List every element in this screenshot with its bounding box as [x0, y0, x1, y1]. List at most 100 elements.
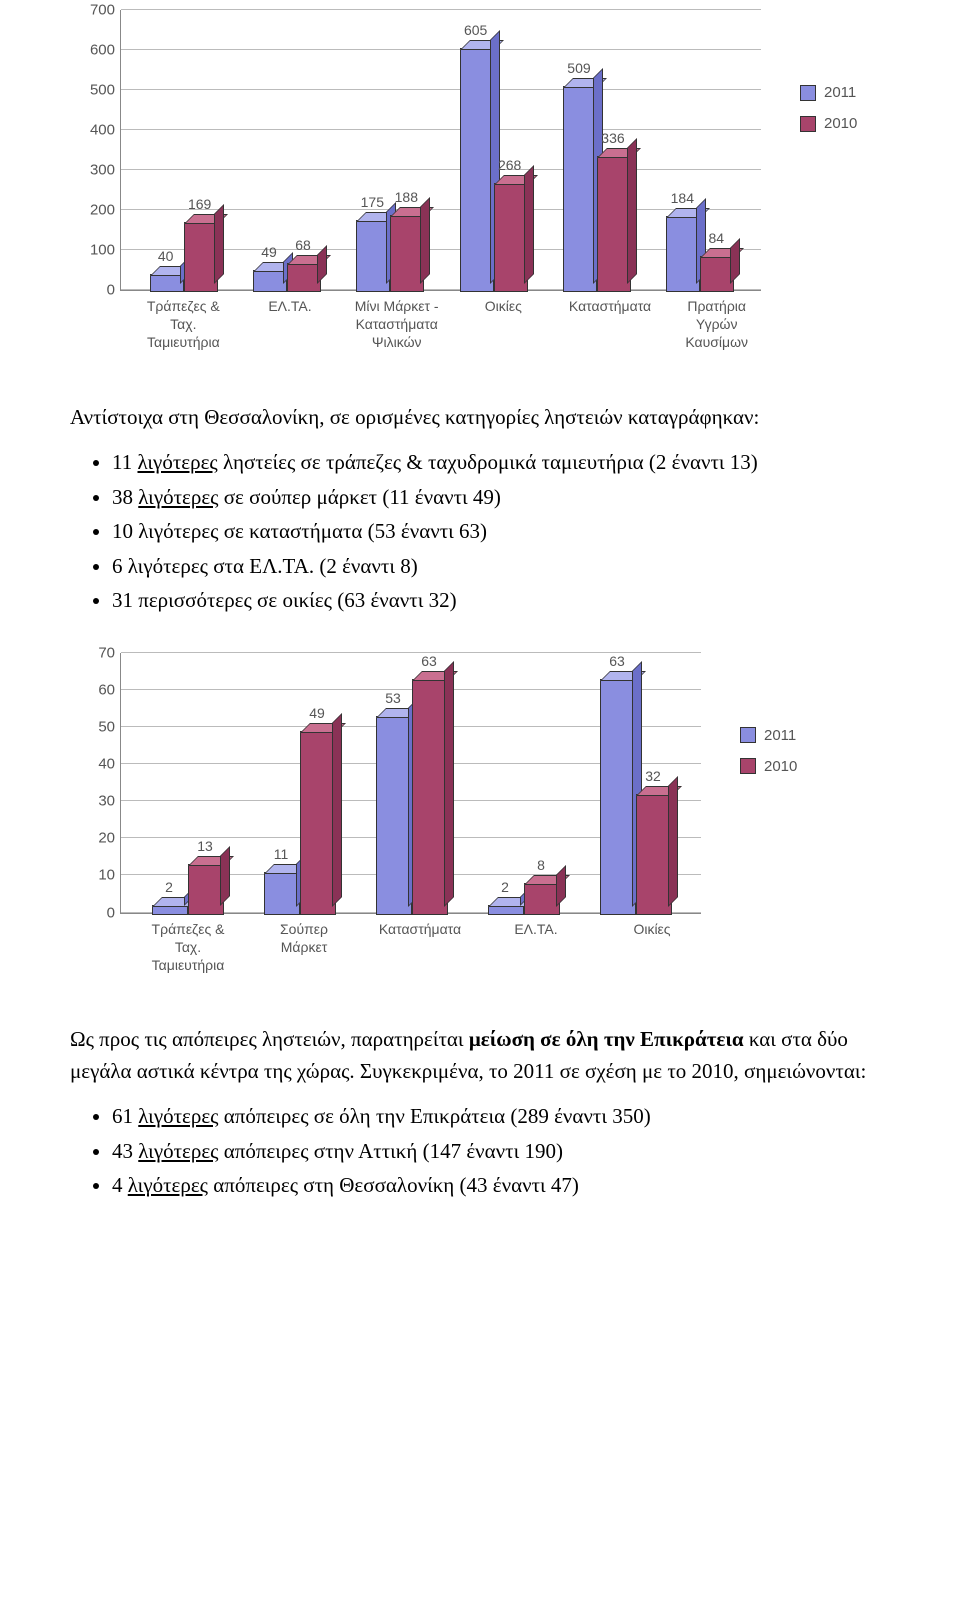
paragraph-1: Αντίστοιχα στη Θεσσαλονίκη, σε ορισμένες…	[70, 402, 890, 434]
x-tick-label: Καταστήματα	[362, 920, 478, 975]
legend-swatch	[740, 758, 756, 774]
bar-value-label: 49	[261, 244, 277, 260]
bar-value-label: 63	[609, 653, 625, 669]
y-tick-label: 40	[98, 756, 121, 773]
bar-value-label: 13	[197, 838, 213, 854]
bar-group: 18484	[648, 216, 751, 290]
list-item: 61 λιγότερες απόπειρες σε όλη την Επικρά…	[112, 1101, 890, 1133]
y-tick-label: 400	[90, 122, 121, 139]
bar: 11	[264, 872, 298, 913]
bar: 169	[184, 222, 216, 290]
bar-group: 28	[467, 883, 579, 913]
x-tick-label: Τράπεζες &Ταχ.Ταμιευτήρια	[130, 297, 237, 352]
legend-item: 2010	[740, 758, 797, 775]
text-block-1: Αντίστοιχα στη Θεσσαλονίκη, σε ορισμένες…	[0, 382, 960, 643]
chart1: 0100200300400500600700401694968175188605…	[120, 10, 960, 352]
bar-group: 175188	[338, 215, 441, 290]
legend-label: 2011	[824, 84, 856, 101]
bar-value-label: 175	[361, 194, 384, 210]
bar-value-label: 509	[567, 60, 590, 76]
bar: 13	[188, 864, 222, 912]
bar: 188	[390, 215, 422, 290]
legend-swatch	[740, 727, 756, 743]
bar-value-label: 2	[165, 879, 173, 895]
y-tick-label: 100	[90, 242, 121, 259]
list-item: 11 λιγότερες ληστείες σε τράπεζες & ταχυ…	[112, 447, 890, 479]
x-tick-label: Οικίες	[450, 297, 557, 352]
y-tick-label: 200	[90, 202, 121, 219]
bar-value-label: 49	[309, 705, 325, 721]
x-tick-label: Οικίες	[594, 920, 710, 975]
list-item: 38 λιγότερες σε σούπερ μάρκετ (11 έναντι…	[112, 482, 890, 514]
y-tick-label: 50	[98, 718, 121, 735]
bar: 49	[300, 731, 334, 913]
y-tick-label: 500	[90, 82, 121, 99]
bar: 63	[412, 679, 446, 913]
bar-value-label: 63	[421, 653, 437, 669]
bar-value-label: 8	[537, 857, 545, 873]
chart1-xlabels: Τράπεζες &Ταχ.ΤαμιευτήριαΕΛ.ΤΑ.Μίνι Μάρκ…	[120, 297, 780, 352]
bar: 268	[494, 183, 526, 290]
bar: 605	[460, 48, 492, 290]
x-tick-label: Μίνι Μάρκετ -ΚαταστήματαΨιλικών	[343, 297, 450, 352]
bar-value-label: 268	[498, 157, 521, 173]
y-tick-label: 30	[98, 793, 121, 810]
bar-value-label: 84	[709, 230, 725, 246]
y-tick-label: 600	[90, 42, 121, 59]
bar-value-label: 605	[464, 22, 487, 38]
bar: 175	[356, 220, 388, 290]
bar-group: 1149	[243, 731, 355, 913]
y-tick-label: 60	[98, 681, 121, 698]
bullet-list-1: 11 λιγότερες ληστείες σε τράπεζες & ταχυ…	[70, 447, 890, 617]
bar: 40	[150, 274, 182, 290]
chart2-plot: 01020304050607021311495363286332	[120, 653, 701, 914]
bar-group: 6332	[579, 679, 691, 913]
bar: 53	[376, 716, 410, 913]
bar: 184	[666, 216, 698, 290]
chart1-legend: 2011 2010	[800, 70, 857, 146]
bar-group: 2 13	[131, 864, 243, 912]
legend-label: 2011	[764, 727, 796, 744]
list-item: 43 λιγότερες απόπειρες στην Αττική (147 …	[112, 1136, 890, 1168]
bar: 84	[700, 256, 732, 290]
list-item: 4 λιγότερες απόπειρες στη Θεσσαλονίκη (4…	[112, 1170, 890, 1202]
bar-value-label: 188	[395, 189, 418, 205]
bullet-list-2: 61 λιγότερες απόπειρες σε όλη την Επικρά…	[70, 1101, 890, 1202]
y-tick-label: 300	[90, 162, 121, 179]
y-tick-label: 70	[98, 644, 121, 661]
paragraph-2: Ως προς τις απόπειρες ληστειών, παρατηρε…	[70, 1024, 890, 1087]
x-tick-label: Καταστήματα	[557, 297, 664, 352]
legend-swatch	[800, 116, 816, 132]
bar-group: 509336	[544, 86, 647, 290]
chart2-xlabels: Τράπεζες &Ταχ.ΤαμιευτήριαΣούπερΜάρκετΚατ…	[120, 920, 720, 975]
legend-item: 2011	[800, 84, 857, 101]
y-tick-label: 10	[98, 867, 121, 884]
legend-item: 2010	[800, 115, 857, 132]
legend-item: 2011	[740, 727, 797, 744]
bar-group: 605268	[441, 48, 544, 290]
bar: 509	[563, 86, 595, 290]
y-tick-label: 0	[107, 282, 121, 299]
bar: 2	[488, 905, 522, 912]
bar-value-label: 32	[645, 768, 661, 784]
chart2: 01020304050607021311495363286332 Τράπεζε…	[120, 653, 960, 975]
page: 0100200300400500600700401694968175188605…	[0, 10, 960, 1228]
bar: 8	[524, 883, 558, 913]
bar: 336	[597, 156, 629, 290]
bar-value-label: 11	[274, 846, 289, 862]
x-tick-label: Τράπεζες &Ταχ.Ταμιευτήρια	[130, 920, 246, 975]
x-tick-label: ΕΛ.ΤΑ.	[237, 297, 344, 352]
bar-value-label: 68	[295, 237, 311, 253]
y-tick-label: 20	[98, 830, 121, 847]
chart1-plot: 0100200300400500600700401694968175188605…	[120, 10, 761, 291]
x-tick-label: ΠρατήριαΥγρώνΚαυσίμων	[663, 297, 770, 352]
bar-value-label: 40	[158, 248, 174, 264]
bar-value-label: 2	[501, 879, 509, 895]
bar-group: 4968	[234, 263, 337, 290]
x-tick-label: ΕΛ.ΤΑ.	[478, 920, 594, 975]
list-item: 10 λιγότερες σε καταστήματα (53 έναντι 6…	[112, 516, 890, 548]
bar-value-label: 53	[385, 690, 401, 706]
bar-value-label: 184	[671, 190, 694, 206]
list-item: 31 περισσότερες σε οικίες (63 έναντι 32)	[112, 585, 890, 617]
bar-value-label: 336	[601, 130, 624, 146]
